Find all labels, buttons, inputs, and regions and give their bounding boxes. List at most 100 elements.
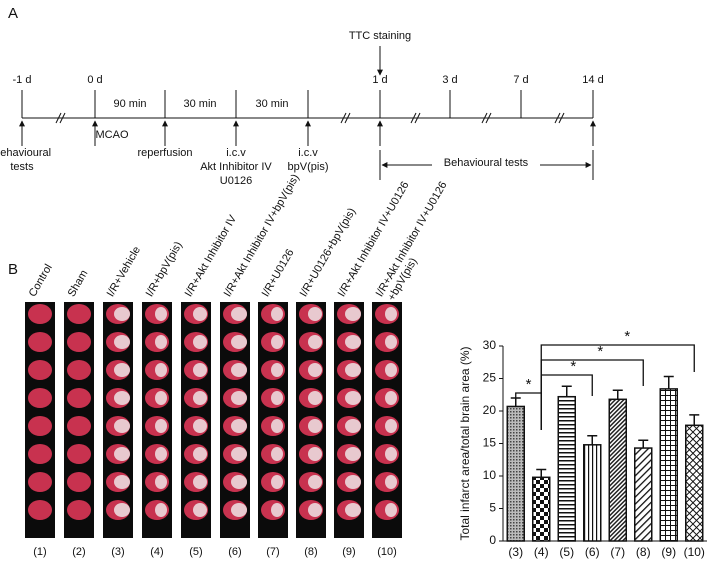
infarct <box>345 503 361 517</box>
brain-slice <box>67 388 91 408</box>
infarct <box>193 419 207 433</box>
x-tick-label: (5) <box>559 545 574 559</box>
infarct <box>114 503 130 517</box>
significance-star: * <box>526 376 532 393</box>
group-label: Sham <box>66 268 91 299</box>
infarct <box>231 475 247 489</box>
x-tick-label: (3) <box>508 545 523 559</box>
infarct <box>385 335 397 349</box>
bar <box>608 398 627 542</box>
group-number: (5) <box>189 546 202 558</box>
group-number: (9) <box>342 546 355 558</box>
infarct <box>345 475 361 489</box>
infarct <box>193 475 207 489</box>
infarct <box>385 307 397 321</box>
infarct <box>271 419 283 433</box>
group-number: (2) <box>72 546 85 558</box>
event-label: tests <box>10 161 34 173</box>
x-tick-label: (8) <box>636 545 651 559</box>
y-tick-label: 25 <box>483 371 497 385</box>
day-label: 1 d <box>372 74 387 86</box>
day-label: 7 d <box>513 74 528 86</box>
y-tick-label: 0 <box>489 533 496 547</box>
infarct <box>193 503 207 517</box>
infarct <box>155 391 167 405</box>
brain-slice <box>67 332 91 352</box>
error-bar <box>536 468 547 478</box>
group-label: Control <box>27 262 55 299</box>
brain-slice <box>28 388 52 408</box>
bracket <box>379 150 594 180</box>
day-label: -1 d <box>13 74 32 86</box>
infarct <box>385 419 397 433</box>
group-number: (1) <box>33 546 46 558</box>
infarct <box>155 335 167 349</box>
infarct <box>345 391 361 405</box>
brain-slice <box>67 416 91 436</box>
x-tick-label: (7) <box>610 545 625 559</box>
timeline <box>21 46 594 180</box>
x-tick-label: (4) <box>534 545 549 559</box>
infarct <box>114 363 130 377</box>
infarct <box>271 475 283 489</box>
bar <box>532 476 551 542</box>
group-label: I/R+Vehicle <box>105 244 143 298</box>
group-label: I/R+Akt Inhibitor IV+bpV(pis) <box>222 172 302 299</box>
event-label: U0126 <box>220 175 252 187</box>
infarct <box>155 503 167 517</box>
error-bar <box>561 385 572 397</box>
infarct <box>271 307 283 321</box>
group-number: (8) <box>304 546 317 558</box>
bar <box>583 444 602 542</box>
group-number: (7) <box>266 546 279 558</box>
brain-slice <box>67 472 91 492</box>
infarct <box>193 307 207 321</box>
infarct <box>114 391 130 405</box>
axis-break <box>55 112 565 124</box>
infarct <box>308 391 322 405</box>
error-bar <box>663 375 674 389</box>
infarct <box>114 475 130 489</box>
group-label: I/R+Akt Inhibitor IV+U0126 <box>374 180 450 299</box>
infarct <box>193 335 207 349</box>
infarct <box>308 447 322 461</box>
y-tick-label: 5 <box>489 501 496 515</box>
bar <box>634 447 653 542</box>
infarct <box>385 363 397 377</box>
infarct <box>345 307 361 321</box>
brain-slice <box>67 444 91 464</box>
infarct <box>231 419 247 433</box>
ttc-label: TTC staining <box>349 30 411 42</box>
infarct <box>114 419 130 433</box>
brain-slice <box>67 304 91 324</box>
event-label: reperfusion <box>137 147 192 159</box>
brain-slice <box>28 416 52 436</box>
brain-slice <box>28 500 52 520</box>
infarct <box>385 447 397 461</box>
event-label: i.c.v <box>226 147 246 159</box>
infarct <box>155 447 167 461</box>
significance-bracket <box>540 344 695 430</box>
significance-star: * <box>570 358 576 375</box>
infarct <box>193 447 207 461</box>
infarct <box>345 419 361 433</box>
infarct <box>308 363 322 377</box>
infarct <box>155 363 167 377</box>
event-label: bpV(pis) <box>288 161 329 173</box>
infarct <box>193 391 207 405</box>
y-tick-label: 20 <box>483 403 497 417</box>
brain-slice <box>28 472 52 492</box>
significance-star: * <box>624 328 630 345</box>
infarct <box>385 391 397 405</box>
brain-slice <box>28 332 52 352</box>
x-tick-label: (9) <box>661 545 676 559</box>
brain-slice <box>67 500 91 520</box>
infarct <box>345 335 361 349</box>
infarct <box>231 335 247 349</box>
interval-label: 30 min <box>183 98 216 110</box>
infarct <box>193 363 207 377</box>
timeline-tick <box>21 90 594 118</box>
group-label: I/R+U0126 <box>260 247 297 299</box>
infarct <box>345 363 361 377</box>
infarct <box>155 419 167 433</box>
